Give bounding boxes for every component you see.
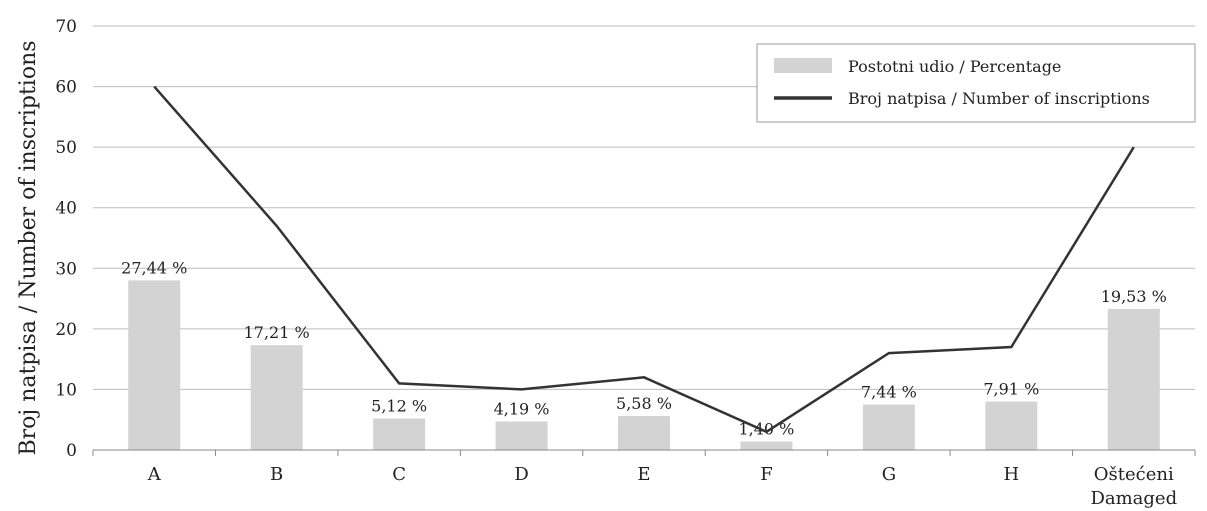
y-tick-label: 10 xyxy=(55,380,77,400)
x-tick-label: H xyxy=(1003,464,1019,485)
x-tick-label: Oštećeni xyxy=(1094,464,1174,485)
legend-swatch-percentage xyxy=(774,58,832,73)
bar xyxy=(985,401,1038,450)
bar-data-label: 27,44 % xyxy=(121,258,187,277)
x-tick-label: C xyxy=(392,464,406,485)
y-tick-label: 40 xyxy=(55,199,77,219)
bar xyxy=(740,441,793,450)
bar xyxy=(495,421,548,450)
bar xyxy=(128,280,181,450)
bar xyxy=(373,418,426,450)
y-tick-label: 30 xyxy=(55,259,77,279)
bar xyxy=(250,345,303,450)
x-tick-label: A xyxy=(147,464,162,485)
bar xyxy=(1107,308,1160,450)
bars xyxy=(128,280,1160,450)
y-tick-label: 0 xyxy=(66,441,77,461)
bar-data-label: 19,53 % xyxy=(1101,287,1167,306)
y-tick-labels: 0 10 20 30 40 50 60 70 xyxy=(55,17,77,461)
x-tick-label: G xyxy=(882,464,896,485)
legend: Postotni udio / Percentage Broj natpisa … xyxy=(756,43,1196,123)
x-tick-label: F xyxy=(760,464,773,485)
gridlines xyxy=(93,25,1195,390)
line-series xyxy=(153,85,1135,434)
bar-data-label: 5,12 % xyxy=(371,397,427,416)
bar-data-labels: 27,44 %17,21 %5,12 % 4,19 % 5,58 %1,40 %7,… xyxy=(121,258,1167,438)
y-tick-label: 50 xyxy=(55,138,77,158)
x-tick-labels: A B C D E F G H Oštećeni Damaged xyxy=(147,464,1177,509)
bar-data-label: 7,91 % xyxy=(983,380,1039,399)
legend-label-inscriptions: Broj natpisa / Number of inscriptions xyxy=(848,89,1150,108)
x-tick-label: Damaged xyxy=(1090,488,1177,509)
bar-data-label: 4,19 % xyxy=(494,400,550,419)
bar xyxy=(862,404,915,450)
bar-data-label: 5,58 % xyxy=(616,394,672,413)
legend-label-percentage: Postotni udio / Percentage xyxy=(848,57,1061,76)
y-tick-label: 70 xyxy=(55,17,77,37)
y-axis-label: Broj natpisa / Number of inscriptions xyxy=(16,40,41,455)
bar-data-label: 7,44 % xyxy=(861,383,917,402)
x-tick-label: B xyxy=(270,464,283,485)
y-tick-label: 60 xyxy=(55,78,77,98)
y-tick-label: 20 xyxy=(55,320,77,340)
x-tick-label: D xyxy=(514,464,528,485)
bar-data-label: 17,21 % xyxy=(244,323,310,342)
x-tick-label: E xyxy=(637,464,650,485)
legend-box xyxy=(756,43,1196,123)
bar xyxy=(618,416,670,450)
x-axis xyxy=(92,449,1196,456)
